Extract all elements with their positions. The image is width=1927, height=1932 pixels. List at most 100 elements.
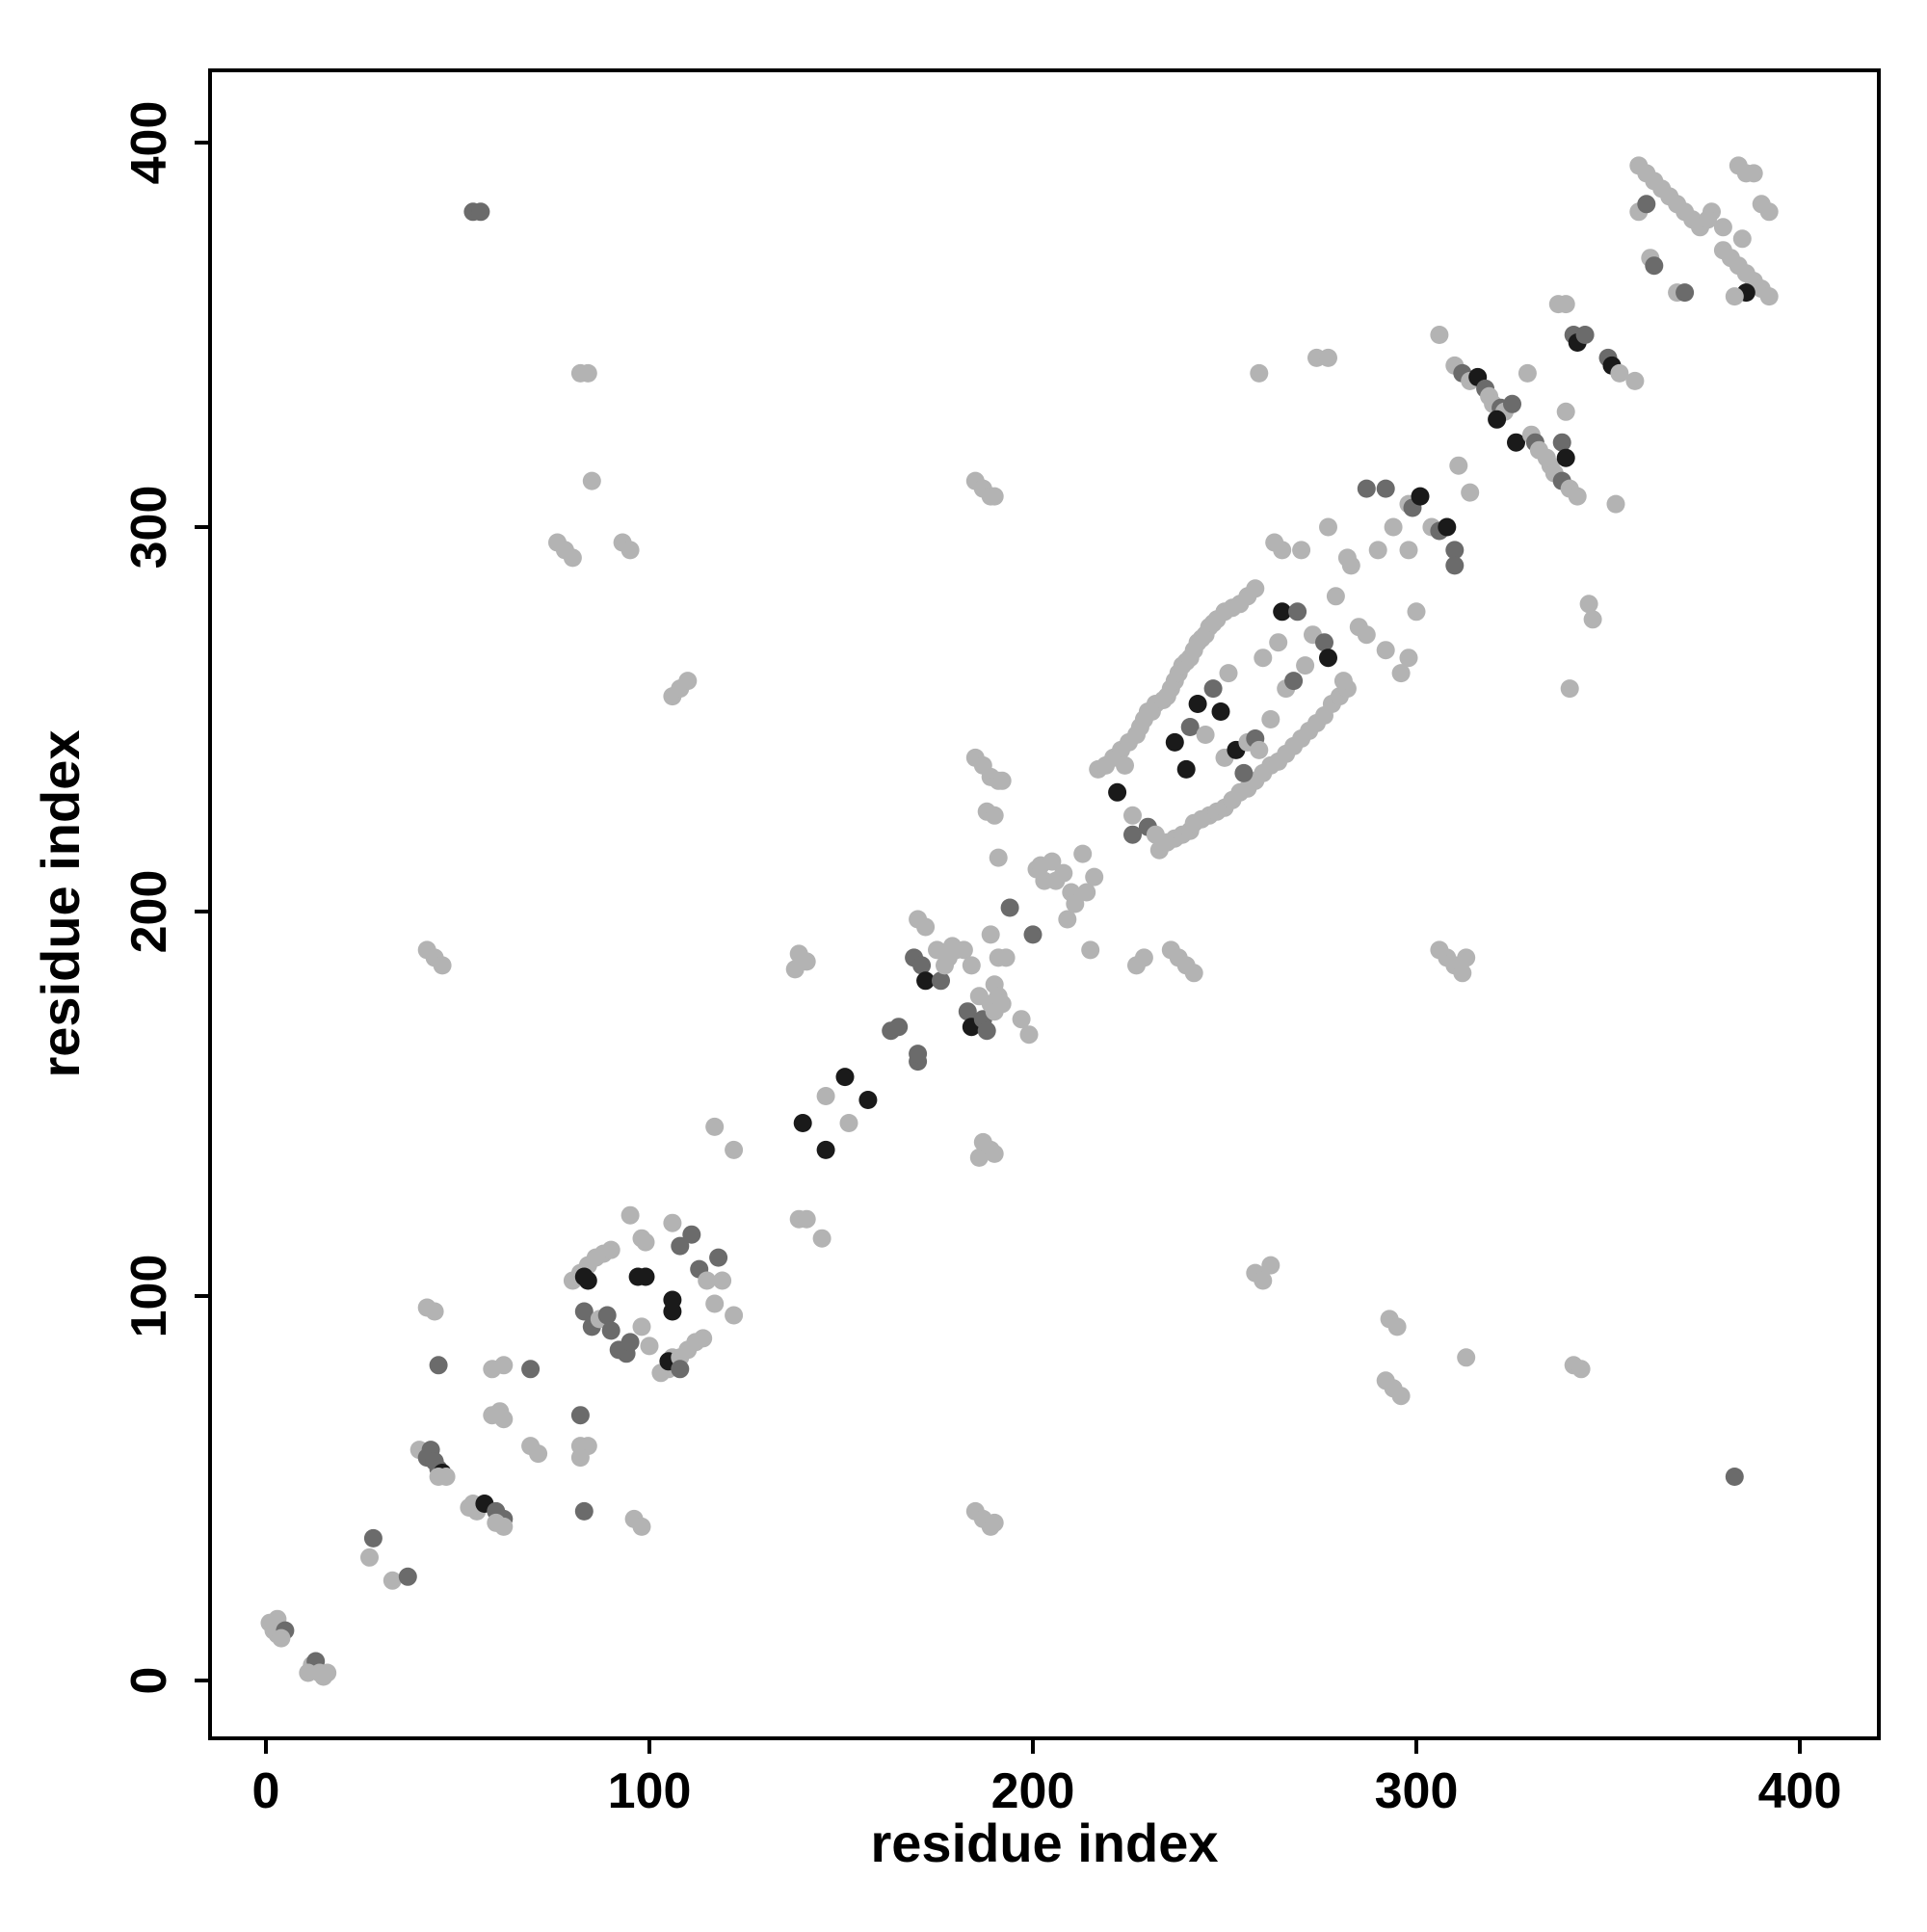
data-point xyxy=(632,1517,651,1536)
data-point xyxy=(1488,410,1507,429)
data-point xyxy=(1583,610,1602,629)
data-point xyxy=(1430,940,1449,960)
data-point xyxy=(1326,587,1345,606)
data-point xyxy=(1292,541,1311,560)
data-point xyxy=(1176,759,1196,779)
x-tick-label: 200 xyxy=(991,1763,1075,1819)
data-point xyxy=(839,1114,858,1132)
data-point xyxy=(1254,1271,1273,1290)
data-point xyxy=(1023,925,1043,944)
data-point xyxy=(429,1468,448,1486)
data-point xyxy=(694,1329,713,1348)
data-point xyxy=(383,1571,402,1590)
data-point xyxy=(1180,718,1200,736)
y-axis: 0 100 200 300 400 xyxy=(121,101,210,1695)
data-point xyxy=(1445,541,1465,560)
data-point xyxy=(1077,883,1096,902)
data-point xyxy=(1556,448,1575,467)
data-point xyxy=(678,672,698,691)
data-point xyxy=(1676,283,1695,303)
y-tick-label: 400 xyxy=(121,101,177,185)
data-point xyxy=(954,940,973,960)
data-point xyxy=(1085,867,1104,887)
y-tick-label: 200 xyxy=(121,870,177,954)
x-axis: 0 100 200 300 400 xyxy=(252,1738,1842,1819)
data-point xyxy=(1319,517,1337,537)
y-tick-label: 0 xyxy=(121,1667,177,1695)
data-point xyxy=(1012,1010,1031,1029)
x-tick-label: 400 xyxy=(1758,1763,1842,1819)
data-point xyxy=(1261,710,1280,728)
data-point xyxy=(1575,326,1595,344)
data-point xyxy=(909,1045,928,1064)
data-point xyxy=(1376,479,1395,498)
data-point xyxy=(1368,541,1387,560)
data-point xyxy=(1261,1256,1280,1275)
data-point xyxy=(912,956,932,975)
data-point xyxy=(318,1663,337,1682)
data-point xyxy=(1376,641,1395,660)
data-point xyxy=(1430,326,1449,344)
data-point xyxy=(1438,517,1457,537)
data-point xyxy=(916,971,936,991)
data-point xyxy=(363,1528,383,1548)
data-point xyxy=(1461,483,1480,502)
data-point xyxy=(1387,1317,1407,1337)
data-point xyxy=(1518,363,1537,383)
data-point xyxy=(977,1021,996,1041)
data-point xyxy=(992,771,1012,790)
data-point xyxy=(632,1317,651,1337)
data-point xyxy=(1219,664,1238,683)
data-point xyxy=(272,1628,291,1648)
data-point xyxy=(698,1271,717,1290)
data-point xyxy=(1123,806,1142,825)
data-point xyxy=(1184,964,1203,983)
data-point xyxy=(578,1271,597,1290)
data-point xyxy=(1250,363,1269,383)
data-point xyxy=(858,1091,878,1109)
data-point xyxy=(1288,602,1307,622)
data-point xyxy=(985,1513,1004,1532)
data-point xyxy=(1449,456,1468,475)
data-point xyxy=(889,1018,909,1037)
data-point xyxy=(1552,433,1571,452)
data-point xyxy=(1108,782,1127,802)
data-point xyxy=(1043,852,1062,871)
data-point xyxy=(1337,548,1357,568)
data-point xyxy=(1445,556,1465,575)
data-point xyxy=(713,1271,732,1290)
data-point xyxy=(985,806,1004,825)
data-point xyxy=(1399,541,1418,560)
data-point xyxy=(1407,602,1426,622)
data-point xyxy=(398,1567,417,1586)
data-point xyxy=(360,1548,379,1567)
data-point xyxy=(1457,948,1476,967)
data-point xyxy=(1457,1348,1476,1367)
data-point xyxy=(529,1444,548,1464)
data-point xyxy=(1759,287,1779,306)
data-point xyxy=(981,925,1000,944)
data-point xyxy=(471,202,490,222)
data-point xyxy=(1732,229,1752,249)
data-point xyxy=(816,1087,835,1105)
data-point xyxy=(1507,433,1525,452)
data-point xyxy=(570,1406,590,1425)
data-point xyxy=(620,1205,640,1225)
data-point xyxy=(1319,348,1337,367)
data-point xyxy=(671,1236,690,1256)
data-point xyxy=(1246,579,1265,598)
data-point xyxy=(671,1360,690,1379)
data-point xyxy=(563,548,582,568)
data-point xyxy=(1571,1360,1591,1379)
data-point xyxy=(663,1290,682,1310)
data-point xyxy=(570,1448,590,1468)
data-point xyxy=(1296,656,1315,675)
data-point xyxy=(1019,1025,1039,1045)
data-point xyxy=(494,1410,514,1429)
data-point xyxy=(1357,625,1376,645)
data-point xyxy=(1250,740,1269,759)
data-point xyxy=(578,363,597,383)
data-point xyxy=(1391,1387,1411,1406)
